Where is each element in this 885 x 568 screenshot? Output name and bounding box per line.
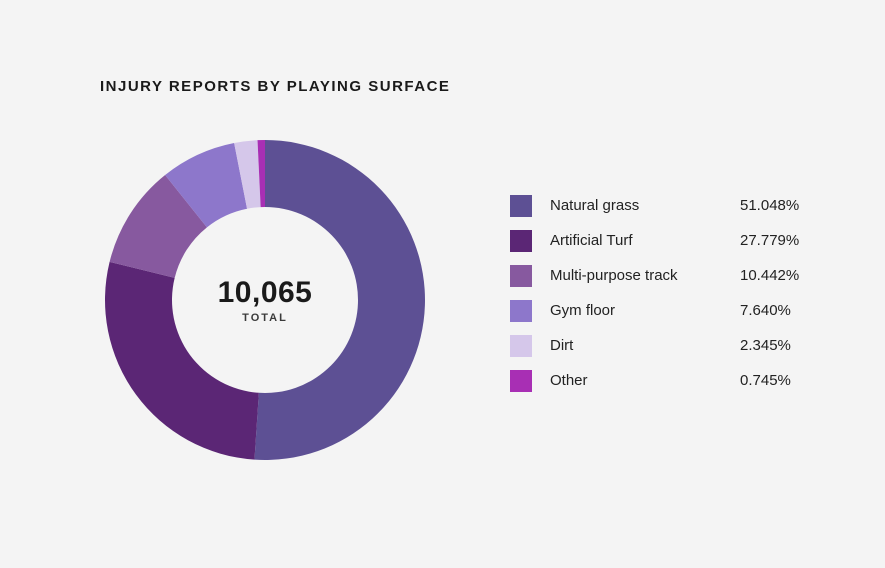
chart-canvas: INJURY REPORTS BY PLAYING SURFACE 10,065… [0,0,885,568]
legend-label: Artificial Turf [550,232,740,249]
legend-row: Other0.745% [510,363,810,398]
legend-swatch [510,265,532,287]
donut-chart: 10,065 TOTAL [105,140,425,460]
chart-title: INJURY REPORTS BY PLAYING SURFACE [100,78,450,95]
legend-label: Other [550,372,740,389]
donut-slice [105,262,259,460]
legend-swatch [510,370,532,392]
legend-value: 10.442% [740,267,810,284]
legend-value: 2.345% [740,337,810,354]
legend-swatch [510,195,532,217]
legend-value: 51.048% [740,197,810,214]
donut-svg [105,140,425,460]
legend-row: Gym floor7.640% [510,293,810,328]
legend-value: 27.779% [740,232,810,249]
legend-value: 0.745% [740,372,810,389]
legend-label: Gym floor [550,302,740,319]
legend-swatch [510,300,532,322]
legend-value: 7.640% [740,302,810,319]
legend-row: Artificial Turf27.779% [510,223,810,258]
legend-row: Multi-purpose track10.442% [510,258,810,293]
legend-label: Multi-purpose track [550,267,740,284]
legend-swatch [510,335,532,357]
legend-label: Dirt [550,337,740,354]
legend-row: Dirt2.345% [510,328,810,363]
legend-swatch [510,230,532,252]
donut-slice [254,140,425,460]
legend: Natural grass51.048%Artificial Turf27.77… [510,188,810,398]
legend-label: Natural grass [550,197,740,214]
legend-row: Natural grass51.048% [510,188,810,223]
